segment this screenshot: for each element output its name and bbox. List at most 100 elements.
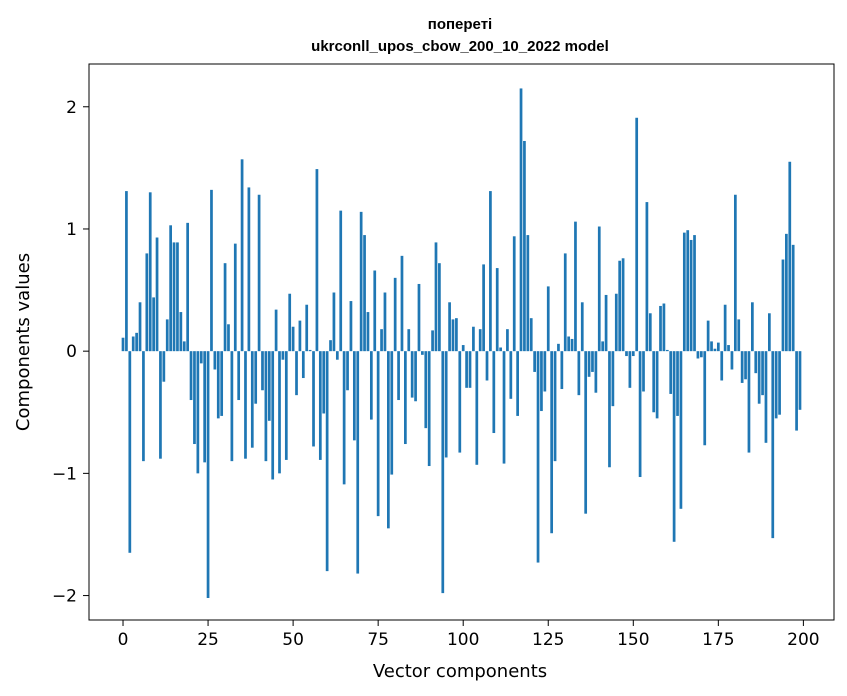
y-axis: −2 −1 0 1 2 [52, 98, 89, 607]
bar-9 [152, 297, 155, 352]
bar-112 [502, 351, 506, 464]
bar-48 [284, 351, 288, 460]
bar-41 [261, 351, 264, 391]
bar-69 [356, 351, 360, 574]
bar-60 [325, 351, 329, 572]
bar-53 [301, 351, 305, 379]
bar-145 [614, 293, 618, 352]
bar-26 [210, 189, 213, 352]
bar-118 [523, 140, 526, 352]
bar-29 [220, 351, 224, 416]
x-tick-label-6: 150 [617, 630, 649, 650]
bar-0 [121, 337, 125, 352]
bar-94 [441, 351, 445, 594]
bar-132 [570, 338, 574, 352]
bar-4 [135, 332, 138, 352]
bar-196 [788, 161, 792, 352]
bar-5 [138, 302, 142, 352]
plot-frame [88, 63, 835, 621]
bar-106 [482, 264, 485, 352]
bar-43 [267, 351, 271, 421]
bar-143 [608, 351, 611, 468]
bar-78 [387, 351, 390, 529]
bar-28 [216, 351, 220, 419]
bar-58 [318, 351, 322, 460]
bar-173 [710, 341, 713, 352]
bar-108 [489, 191, 492, 352]
bar-120 [529, 318, 533, 352]
bar-79 [390, 351, 394, 475]
bar-2 [128, 351, 132, 553]
bar-156 [652, 351, 656, 413]
bar-189 [764, 351, 768, 443]
bar-70 [359, 211, 363, 352]
bar-167 [689, 239, 693, 352]
bar-170 [699, 351, 703, 358]
bars-group [121, 88, 802, 598]
bar-8 [148, 192, 152, 352]
bar-89 [424, 351, 428, 429]
bar-193 [778, 351, 781, 415]
bar-72 [366, 312, 370, 352]
bar-142 [604, 294, 608, 352]
bar-161 [669, 351, 673, 394]
bar-62 [332, 292, 336, 352]
bar-104 [475, 351, 479, 465]
bar-85 [410, 351, 414, 398]
bar-67 [349, 301, 353, 352]
bar-107 [485, 351, 489, 381]
bar-83 [404, 351, 407, 445]
bar-114 [509, 351, 513, 399]
bar-81 [397, 351, 400, 401]
bar-86 [414, 351, 417, 402]
bar-55 [308, 349, 312, 352]
bar-34 [237, 351, 241, 401]
y-tick-label-1: −1 [52, 464, 77, 484]
bar-187 [757, 351, 761, 404]
bar-197 [791, 244, 795, 352]
bar-91 [431, 330, 434, 352]
bar-198 [795, 351, 798, 431]
bar-128 [557, 343, 560, 352]
bar-93 [438, 263, 441, 352]
bar-30 [223, 263, 227, 352]
y-axis-label: Components values [13, 253, 34, 431]
bar-185 [751, 302, 754, 352]
bar-3 [131, 336, 135, 352]
bar-165 [682, 232, 686, 352]
bar-61 [329, 340, 332, 352]
bar-139 [594, 351, 598, 393]
bar-147 [621, 258, 625, 352]
bar-7 [145, 253, 149, 352]
bar-99 [458, 351, 462, 453]
bar-16 [176, 242, 179, 352]
bar-115 [512, 236, 516, 352]
bar-123 [540, 351, 543, 412]
bar-52 [298, 320, 302, 352]
bar-56 [312, 351, 315, 447]
bar-39 [254, 351, 258, 404]
bar-148 [625, 351, 628, 357]
bar-171 [703, 351, 707, 446]
bar-1 [125, 191, 128, 352]
bar-97 [451, 319, 455, 352]
bar-191 [771, 351, 775, 539]
bar-195 [785, 233, 788, 352]
y-tick-label-0: −2 [52, 587, 77, 607]
x-tick-label-3: 75 [367, 630, 389, 650]
bar-95 [444, 351, 448, 458]
bar-76 [380, 329, 383, 352]
y-tick-label-2: 0 [66, 342, 77, 362]
bar-111 [499, 347, 502, 352]
x-tick-label-2: 50 [282, 630, 304, 650]
bar-168 [693, 235, 696, 352]
bar-154 [645, 202, 649, 352]
bar-186 [754, 351, 758, 374]
bar-13 [165, 319, 169, 352]
bar-181 [737, 319, 741, 352]
bar-178 [727, 345, 730, 352]
bar-51 [295, 351, 298, 396]
bar-127 [553, 351, 557, 462]
bar-22 [196, 351, 200, 474]
bar-166 [686, 230, 690, 352]
